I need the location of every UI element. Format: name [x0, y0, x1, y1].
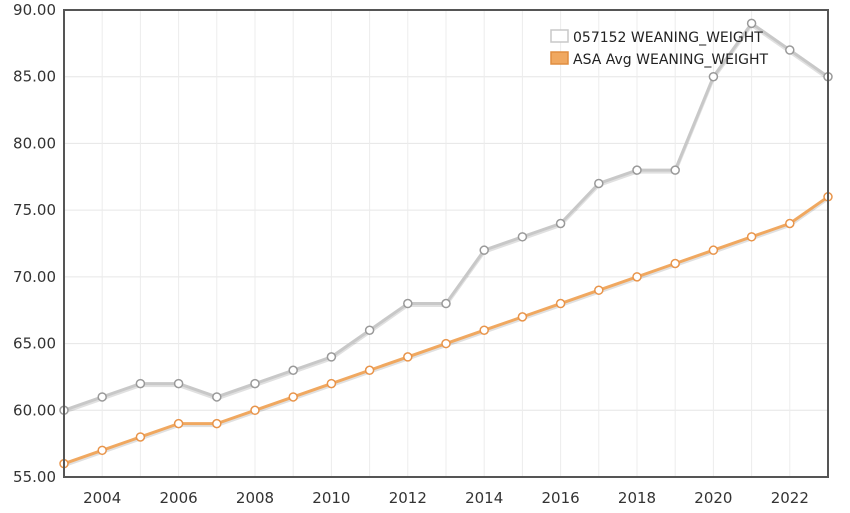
data-point: [250, 378, 260, 389]
x-tick-label: 2006: [160, 489, 198, 507]
data-point: [670, 258, 680, 269]
data-point: [555, 218, 566, 229]
data-point: [135, 432, 146, 442]
data-point: [517, 312, 528, 322]
data-point: [135, 378, 146, 389]
y-tick-label: 90.00: [13, 1, 56, 19]
x-tick-label: 2014: [465, 489, 503, 507]
data-point: [708, 245, 719, 255]
data-point: [555, 298, 566, 309]
x-tick-label: 2020: [694, 489, 732, 507]
series-layer: [59, 18, 833, 469]
y-tick-label: 60.00: [13, 401, 56, 419]
x-tick-label: 2022: [771, 489, 809, 507]
y-tick-label: 75.00: [13, 201, 56, 219]
data-point: [594, 285, 604, 295]
data-point: [97, 445, 107, 456]
data-point: [708, 71, 719, 82]
data-point: [250, 405, 260, 416]
legend-item-1: 057152 WEANING_WEIGHT: [550, 29, 763, 46]
data-point: [517, 232, 528, 242]
data-point: [288, 392, 298, 402]
data-point: [326, 378, 337, 389]
legend-swatch: [550, 51, 569, 65]
data-point: [403, 352, 413, 362]
legend-label: ASA Avg WEANING_WEIGHT: [573, 52, 769, 68]
axis-labels: 55.00 60.00 65.00 70.00 75.00 80.00 85.00 90.00…: [13, 1, 809, 507]
data-point: [364, 365, 375, 376]
plot-border: [63, 9, 829, 478]
legend-swatch: [550, 29, 569, 43]
data-point: [441, 298, 451, 309]
y-tick-label: 65.00: [13, 335, 56, 353]
data-point: [785, 218, 795, 229]
data-point: [632, 272, 642, 282]
y-tick-label: 55.00: [13, 468, 56, 486]
data-point: [364, 325, 375, 335]
x-tick-label: 2010: [312, 489, 350, 507]
series-1: [59, 18, 833, 416]
x-tick-label: 2008: [236, 489, 274, 507]
series-2: [59, 192, 833, 469]
data-point: [212, 392, 222, 402]
y-tick-label: 85.00: [13, 68, 56, 86]
data-point: [479, 325, 489, 335]
data-point: [173, 418, 184, 429]
x-tick-label: 2012: [389, 489, 427, 507]
data-point: [441, 338, 451, 349]
data-point: [632, 165, 642, 175]
legend-label: 057152 WEANING_WEIGHT: [573, 30, 763, 46]
legend-item-2: ASA Avg WEANING_WEIGHT: [550, 51, 769, 68]
data-point: [670, 165, 680, 175]
x-tick-label: 2004: [83, 489, 121, 507]
data-point: [746, 18, 757, 29]
data-point: [594, 178, 604, 189]
data-point: [479, 245, 489, 255]
data-point: [173, 378, 184, 389]
data-point: [97, 392, 107, 402]
legend: 057152 WEANING_WEIGHT ASA Avg WEANING_WEI…: [550, 29, 769, 68]
data-point: [288, 365, 298, 376]
data-point: [746, 232, 757, 242]
data-point: [785, 45, 795, 55]
x-tick-label: 2018: [618, 489, 656, 507]
y-tick-label: 70.00: [13, 268, 56, 286]
data-point: [326, 352, 337, 362]
data-point: [403, 298, 413, 309]
x-tick-label: 2016: [542, 489, 580, 507]
y-tick-label: 80.00: [13, 134, 56, 152]
data-point: [212, 418, 222, 429]
